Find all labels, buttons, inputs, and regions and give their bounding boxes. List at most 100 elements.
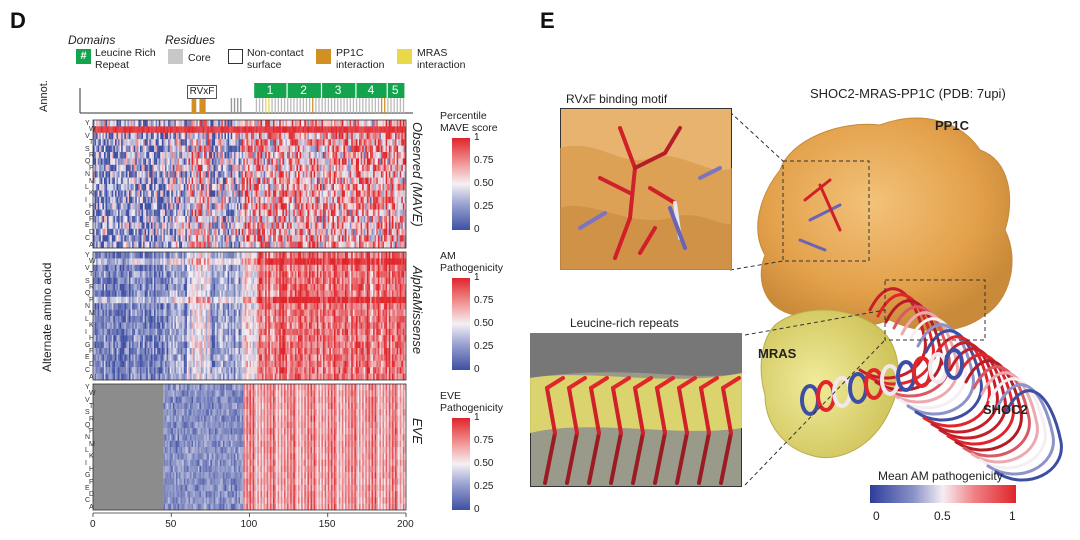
heatmap-cell <box>144 145 147 153</box>
heatmap-cell <box>313 164 316 172</box>
heatmap-cell <box>302 132 305 140</box>
heatmap-cell <box>129 158 131 165</box>
heatmap-cell <box>207 190 209 197</box>
heatmap-cell <box>218 222 220 229</box>
heatmap-cell <box>391 184 394 191</box>
heatmap-cell <box>143 322 145 329</box>
heatmap-cell <box>357 190 360 197</box>
heatmap-cell <box>391 126 394 133</box>
heatmap-cell <box>155 354 158 361</box>
heatmap-cell <box>305 184 308 191</box>
heatmap-cell <box>160 171 163 178</box>
heatmap-cell <box>161 309 164 317</box>
heatmap-cell <box>166 158 169 165</box>
heatmap-cell <box>366 184 369 191</box>
heatmap-cell <box>107 139 109 146</box>
heatmap-cell <box>124 228 127 236</box>
heatmap-cell <box>279 203 281 210</box>
heatmap-cell <box>344 126 347 133</box>
heatmap-cell <box>365 228 368 236</box>
heatmap-cell <box>382 164 385 172</box>
heatmap-cell <box>357 152 360 159</box>
heatmap-cell <box>99 241 101 249</box>
heatmap-cell <box>265 152 267 159</box>
heatmap-cell <box>395 203 397 210</box>
heatmap-cell <box>172 216 175 223</box>
heatmap-cell <box>94 241 97 249</box>
heatmap-cell <box>341 145 344 153</box>
heatmap-cell <box>324 164 327 172</box>
heatmap-cell <box>285 164 288 172</box>
heatmap-cell <box>118 132 120 140</box>
heatmap-cell <box>121 152 123 159</box>
heatmap-cell <box>377 158 380 165</box>
heatmap-cell <box>199 216 202 223</box>
heatmap-cell <box>129 216 131 223</box>
heatmap-cell <box>315 228 317 236</box>
heatmap-cell <box>401 228 404 236</box>
heatmap-cell <box>197 126 200 133</box>
heatmap-cell <box>150 203 153 210</box>
heatmap-cell <box>154 290 156 297</box>
residue-mark <box>334 98 336 113</box>
heatmap-cell <box>147 203 150 210</box>
heatmap-cell <box>154 316 156 323</box>
heatmap-cell <box>146 177 148 185</box>
heatmap-cell <box>155 348 158 355</box>
heatmap-cell <box>136 367 139 374</box>
heatmap-cell <box>125 196 128 204</box>
heatmap-cell <box>371 126 374 133</box>
heatmap-cell <box>293 235 296 242</box>
heatmap-cell <box>204 120 206 127</box>
heatmap-cell <box>307 126 310 133</box>
heatmap-cell <box>243 158 245 165</box>
heatmap-cell <box>337 158 339 165</box>
heatmap-cell <box>97 367 100 374</box>
heatmap-cell <box>99 316 101 323</box>
heatmap-cell <box>110 373 112 381</box>
heatmap-cell <box>310 241 313 249</box>
heatmap-cell <box>161 196 164 204</box>
heatmap-cell <box>130 164 133 172</box>
heatmap-cell <box>230 222 233 229</box>
heatmap-cell <box>136 190 139 197</box>
heatmap-cell <box>164 158 167 165</box>
heatmap-cell <box>143 126 145 133</box>
heatmap-cell <box>337 132 339 140</box>
heatmap-cell <box>114 309 117 317</box>
heatmap-cell <box>186 209 189 217</box>
noncontact-swatch <box>228 49 243 64</box>
heatmap-cell <box>135 164 137 172</box>
heatmap-cell <box>293 126 296 133</box>
residue-mark <box>380 98 383 113</box>
heatmap-cell <box>208 216 211 223</box>
heatmap-cell <box>304 241 306 249</box>
heatmap-cell <box>164 126 167 133</box>
heatmap-cell <box>138 241 141 249</box>
heatmap-cell <box>118 171 120 178</box>
heatmap-cell <box>127 328 130 336</box>
heatmap-cell <box>312 228 314 236</box>
heatmap-cell <box>304 203 306 210</box>
heatmap-cell <box>108 209 111 217</box>
heatmap-cell <box>398 203 400 210</box>
heatmap-cell <box>157 235 159 242</box>
heatmap-cell <box>398 164 400 172</box>
heatmap-cell <box>116 241 119 249</box>
heatmap-cell <box>141 252 144 259</box>
heatmap-cell <box>122 190 125 197</box>
heatmap-cell <box>193 216 195 223</box>
heatmap-cell <box>249 196 252 204</box>
heatmap-cell <box>323 184 325 191</box>
heatmap-cell <box>335 222 338 229</box>
heatmap-cell <box>135 284 137 291</box>
heatmap-cell <box>124 216 127 223</box>
heatmap-cell <box>388 164 391 172</box>
heatmap-cell <box>163 120 166 127</box>
heatmap-cell <box>274 203 277 210</box>
heatmap-cell <box>114 373 117 381</box>
heatmap-cell <box>149 171 152 178</box>
heatmap-cell <box>96 284 98 291</box>
heatmap-cell <box>404 152 407 159</box>
heatmap-cell <box>108 367 111 374</box>
